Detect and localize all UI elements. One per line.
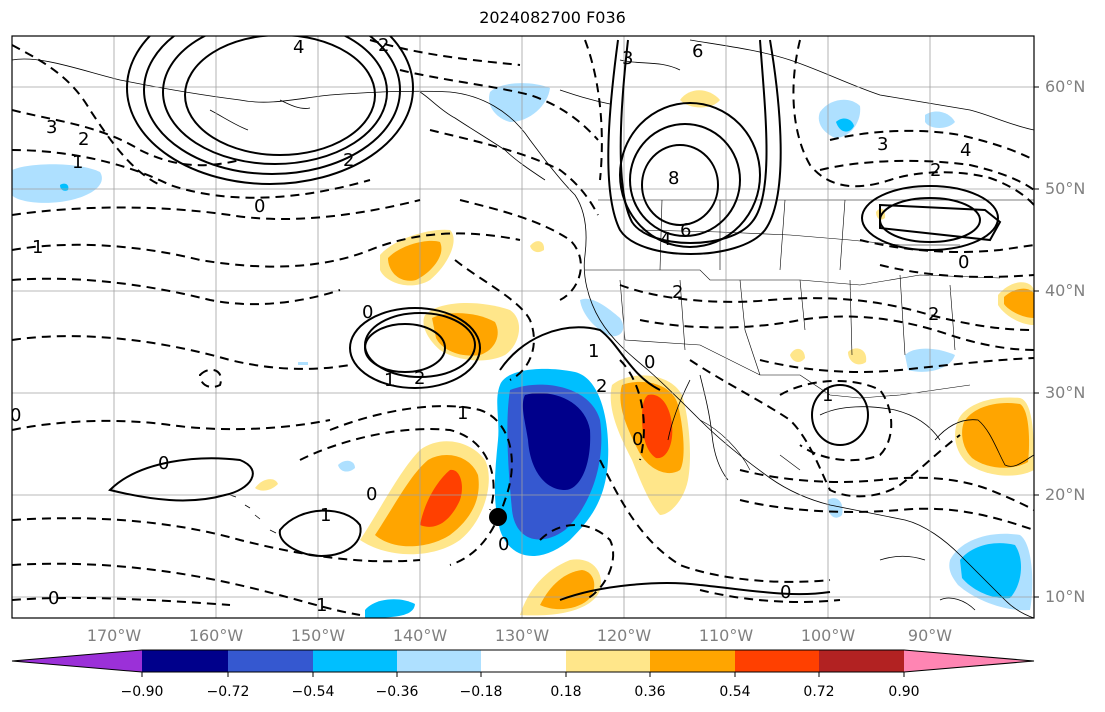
contour-label: 0: [644, 352, 655, 373]
contour-label: 1: [32, 237, 43, 258]
contour-label: 0: [254, 196, 265, 217]
contour-label: 6: [680, 220, 691, 241]
contour-label: 0: [958, 252, 969, 273]
contour-label: 1: [457, 403, 468, 424]
contour-label: 1: [384, 370, 395, 391]
lon-label-130w: 130°W: [494, 626, 550, 645]
colorbar-bin: [397, 650, 481, 672]
lat-label-10n: 10°N: [1045, 587, 1086, 606]
political-borders: [585, 199, 1034, 471]
colorbar-tick-label: 0.36: [634, 684, 666, 700]
lat-label-50n: 50°N: [1045, 179, 1086, 198]
lon-label-140w: 140°W: [392, 626, 448, 645]
contour-label: 1: [316, 595, 327, 616]
contour-label: 2: [378, 35, 389, 56]
contour-label: 3: [877, 134, 888, 155]
map-frame: [11, 35, 1035, 619]
storm-position-marker: [489, 508, 507, 526]
lon-label-90w: 90°W: [907, 626, 953, 645]
colorbar-bin: [313, 650, 397, 672]
contour-label: 0: [48, 588, 59, 609]
contour-label: 0: [780, 582, 791, 603]
contour-label: 4: [660, 229, 671, 250]
colorbar-tick-label: 0.72: [803, 684, 835, 700]
lon-label-120w: 120°W: [596, 626, 652, 645]
contour-label: 2: [928, 304, 939, 325]
colorbar: [11, 649, 1035, 677]
contour-label: 2: [343, 150, 354, 171]
colorbar-tick-label: −0.72: [206, 684, 250, 700]
colorbar-extend-low: [12, 650, 142, 672]
contour-label: 2: [78, 129, 89, 150]
graticule: [12, 36, 1034, 618]
colorbar-tick-label: 0.18: [550, 684, 582, 700]
colorbar-extend-high: [904, 650, 1034, 672]
positive-contours: [108, 36, 1002, 601]
colorbar-bin: [819, 650, 904, 672]
lat-label-40n: 40°N: [1045, 281, 1086, 300]
negative-contours: [12, 39, 1034, 616]
lon-label-170w: 170°W: [86, 626, 142, 645]
colorbar-bin: [735, 650, 819, 672]
colorbar-tick-label: −0.18: [459, 684, 503, 700]
colorbar-bin: [650, 650, 735, 672]
contour-label: 3: [622, 48, 633, 69]
colorbar-tick-label: −0.36: [375, 684, 419, 700]
lon-label-110w: 110°W: [698, 626, 754, 645]
lon-label-100w: 100°W: [800, 626, 856, 645]
colorbar-bin: [142, 650, 228, 672]
lat-ticks: [1034, 86, 1039, 598]
contour-labels: 4 2 6 3 2 1 0 8 6 4 3 2 1 2 0 0 0 1 0 1 …: [10, 35, 971, 616]
contour-label: 1: [822, 385, 833, 406]
colorbar-tick-label: 0.90: [888, 684, 920, 700]
contour-label: 2: [930, 160, 941, 181]
lon-label-150w: 150°W: [290, 626, 346, 645]
contour-label: 1: [72, 152, 83, 173]
colorbar-tick-label: 0.54: [719, 684, 751, 700]
contour-label: 6: [692, 41, 703, 62]
colorbar-bin: [481, 650, 566, 672]
contour-label: 0: [158, 453, 169, 474]
contour-label: 2: [672, 282, 683, 303]
contour-label: 0: [498, 534, 509, 555]
colorbar-tick-label: −0.90: [120, 684, 164, 700]
contour-label: 2: [596, 376, 607, 397]
contour-label: 4: [960, 140, 971, 161]
contour-label: 0: [362, 302, 373, 323]
lat-label-30n: 30°N: [1045, 383, 1086, 402]
contour-label: 0: [632, 429, 643, 450]
map-title: 2024082700 F036: [479, 8, 626, 27]
contour-label: 2: [414, 368, 425, 389]
lat-label-60n: 60°N: [1045, 77, 1086, 96]
colorbar-bin: [566, 650, 650, 672]
contour-label: 0: [366, 484, 377, 505]
contour-label: 0: [10, 405, 21, 426]
coastlines: [12, 39, 1034, 618]
colorbar-tick-label: −0.54: [291, 684, 335, 700]
contour-label: 1: [320, 505, 331, 526]
contour-label: 4: [293, 37, 304, 58]
contour-label: 3: [46, 117, 57, 138]
contour-label: 1: [588, 341, 599, 362]
contour-label: 8: [668, 168, 679, 189]
lon-label-160w: 160°W: [188, 626, 244, 645]
lat-label-20n: 20°N: [1045, 485, 1086, 504]
colorbar-bin: [228, 650, 313, 672]
